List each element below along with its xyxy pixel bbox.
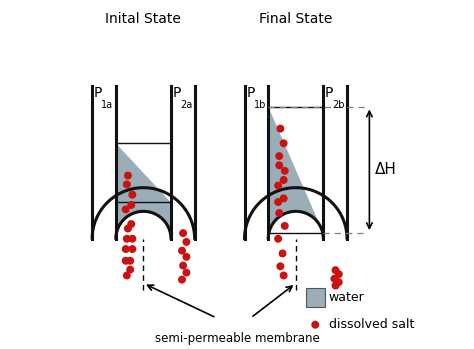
Circle shape — [122, 206, 129, 213]
Circle shape — [281, 272, 287, 279]
Circle shape — [183, 269, 190, 276]
Circle shape — [279, 250, 286, 257]
Circle shape — [336, 271, 342, 277]
Circle shape — [183, 239, 190, 245]
Text: P: P — [94, 86, 102, 100]
PathPatch shape — [268, 106, 323, 239]
Circle shape — [275, 236, 282, 242]
Circle shape — [127, 258, 133, 264]
Circle shape — [276, 162, 283, 169]
Circle shape — [183, 254, 190, 260]
Circle shape — [125, 172, 131, 179]
Text: P: P — [325, 86, 333, 100]
Circle shape — [277, 125, 283, 132]
Circle shape — [180, 230, 186, 236]
Circle shape — [128, 221, 135, 227]
Text: water: water — [329, 291, 365, 304]
Circle shape — [179, 247, 185, 254]
Circle shape — [276, 210, 283, 216]
Text: 2a: 2a — [180, 100, 192, 110]
Circle shape — [276, 153, 283, 159]
Text: 1b: 1b — [254, 100, 266, 110]
Text: ΔH: ΔH — [374, 162, 396, 177]
Circle shape — [282, 168, 288, 174]
Circle shape — [128, 202, 135, 208]
Text: 1a: 1a — [101, 100, 114, 110]
Circle shape — [331, 275, 337, 282]
Circle shape — [281, 177, 287, 183]
Circle shape — [281, 140, 287, 147]
Text: 2b: 2b — [333, 100, 345, 110]
Circle shape — [275, 199, 282, 205]
Circle shape — [281, 195, 287, 202]
Text: semi-permeable membrane: semi-permeable membrane — [155, 332, 319, 344]
Circle shape — [129, 246, 136, 252]
Circle shape — [312, 321, 319, 328]
Text: P: P — [246, 86, 255, 100]
Circle shape — [122, 258, 129, 264]
Text: Final State: Final State — [259, 12, 332, 26]
Circle shape — [129, 191, 136, 198]
Circle shape — [332, 267, 339, 273]
Circle shape — [275, 182, 282, 189]
Circle shape — [332, 282, 339, 289]
Circle shape — [179, 276, 185, 283]
Circle shape — [282, 223, 288, 229]
Circle shape — [336, 279, 342, 285]
Circle shape — [124, 272, 130, 279]
Circle shape — [122, 246, 129, 252]
Text: P: P — [173, 86, 181, 100]
Circle shape — [124, 181, 130, 188]
Circle shape — [127, 266, 133, 273]
Circle shape — [277, 263, 283, 269]
PathPatch shape — [116, 143, 171, 239]
Text: Inital State: Inital State — [105, 12, 182, 26]
Circle shape — [129, 236, 136, 242]
Circle shape — [180, 262, 186, 269]
Circle shape — [124, 236, 130, 242]
Circle shape — [125, 225, 131, 232]
Text: dissolved salt: dissolved salt — [329, 318, 414, 331]
Bar — [306, 288, 325, 307]
